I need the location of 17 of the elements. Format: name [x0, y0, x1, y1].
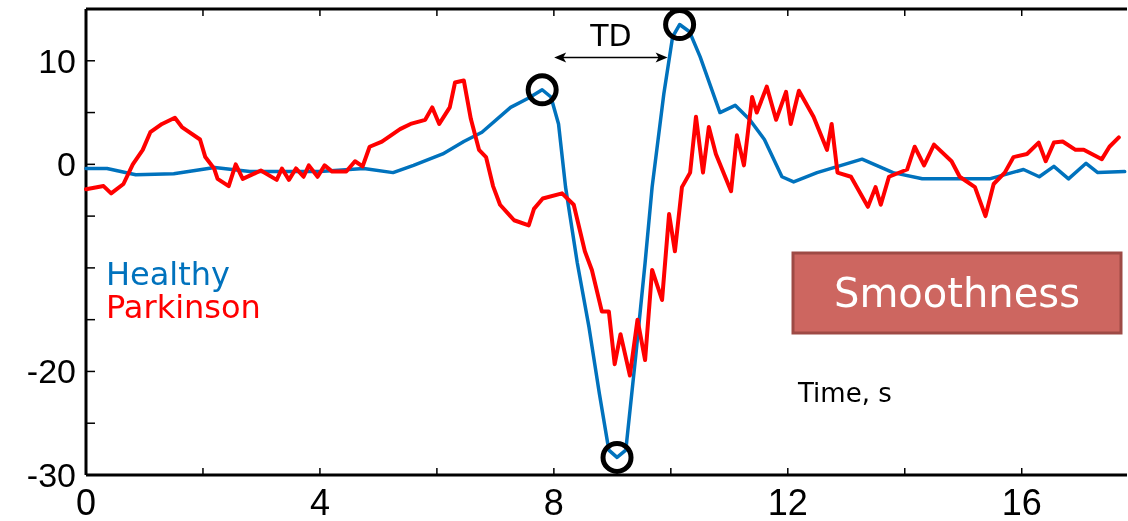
point	[525, 73, 559, 107]
y-tick-label: 10	[38, 41, 76, 80]
y-tick-label: -20	[26, 352, 76, 391]
text: Healthy	[106, 255, 231, 294]
annotation: TD	[589, 17, 632, 53]
point	[663, 8, 697, 42]
annotation: Smoothness	[834, 270, 1080, 316]
y-tick-label: 0	[57, 145, 76, 184]
x-tick-label: 4	[309, 482, 330, 521]
line-series	[84, 78, 1121, 378]
x-axis-title: Time, s	[797, 378, 892, 409]
x-tick-label: 12	[767, 482, 808, 521]
x-tick-label: 16	[1001, 482, 1042, 521]
point	[600, 440, 634, 474]
x-tick-label: 8	[543, 482, 564, 521]
line-series	[84, 22, 1127, 460]
y-tick-label: -30	[26, 455, 76, 494]
